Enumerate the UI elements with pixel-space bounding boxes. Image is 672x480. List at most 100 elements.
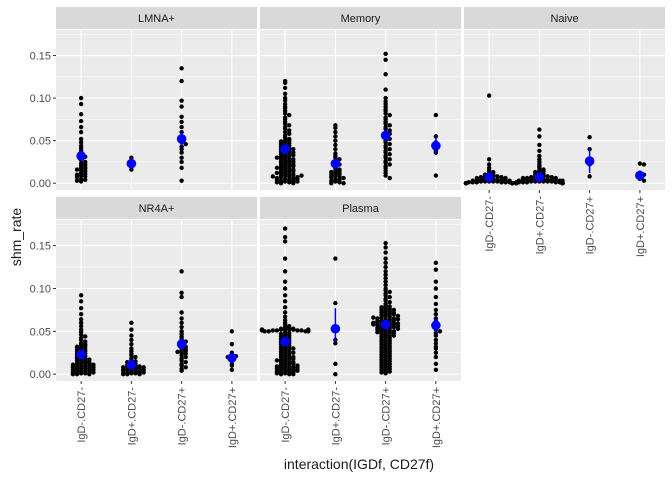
data-point — [179, 290, 184, 295]
data-point — [433, 173, 439, 178]
x-tick-label: IgD-.CD27- — [76, 387, 88, 443]
data-point — [78, 179, 84, 184]
data-point — [486, 157, 492, 162]
data-point — [179, 269, 184, 274]
data-point — [545, 174, 550, 179]
mean-point — [484, 172, 494, 183]
data-point — [383, 121, 388, 126]
mean-point — [584, 156, 595, 166]
data-point — [278, 180, 284, 186]
data-point — [306, 329, 311, 334]
data-point — [270, 174, 276, 179]
data-point — [179, 316, 184, 321]
data-point — [83, 334, 88, 339]
data-point — [266, 329, 271, 334]
data-point — [282, 234, 288, 240]
data-point — [74, 178, 80, 183]
data-point — [537, 153, 542, 159]
data-point — [387, 294, 392, 300]
data-point — [433, 294, 439, 300]
data-point — [87, 371, 92, 377]
data-point — [229, 367, 235, 373]
data-point — [387, 162, 392, 167]
data-point — [383, 240, 388, 246]
facet-strip-label: NR4A+ — [139, 203, 175, 215]
x-tick-label: IgD+.CD27- — [534, 196, 546, 255]
data-point — [179, 324, 184, 330]
data-point — [91, 370, 96, 375]
data-point — [129, 353, 134, 358]
data-point — [387, 157, 392, 162]
data-point — [433, 350, 439, 355]
data-point — [383, 95, 388, 101]
data-point — [499, 180, 504, 185]
data-point — [387, 314, 392, 319]
data-point — [78, 293, 84, 298]
data-point — [395, 313, 401, 319]
data-point — [383, 250, 388, 255]
data-point — [395, 317, 401, 322]
data-point — [287, 128, 292, 133]
y-tick-label: 0.00 — [30, 369, 51, 381]
data-point — [229, 363, 235, 368]
facet-strip-label: LMNA+ — [138, 13, 175, 25]
data-point — [291, 172, 296, 177]
data-point — [537, 148, 542, 154]
data-point — [129, 371, 134, 376]
data-point — [587, 174, 592, 179]
data-point — [179, 150, 184, 155]
facet-strip — [260, 7, 461, 29]
facet-nr4a: NR4A+ 0.00 0.05 0.10 0.15 IgD-.CD27- IgD+.CD27… — [30, 197, 257, 448]
data-point — [120, 371, 126, 377]
data-point — [333, 129, 338, 135]
data-point — [282, 179, 288, 184]
data-point — [383, 145, 388, 150]
data-point — [391, 324, 397, 330]
data-point — [337, 180, 342, 185]
data-point — [282, 310, 288, 315]
data-point — [383, 51, 388, 57]
data-point — [383, 269, 388, 274]
data-point — [282, 226, 288, 231]
y-tick-label: 0.05 — [30, 136, 51, 148]
panel-background — [56, 220, 257, 381]
mean-point — [176, 134, 187, 144]
mean-point — [227, 353, 237, 363]
y-tick-label: 0.10 — [30, 284, 51, 296]
data-point — [333, 179, 338, 184]
data-point — [333, 138, 338, 143]
data-point — [282, 111, 288, 116]
data-point — [560, 180, 565, 186]
data-point — [282, 286, 288, 291]
data-point — [383, 173, 388, 178]
data-point — [387, 300, 392, 305]
data-point — [291, 359, 296, 365]
x-tick-label: IgD+.CD27+ — [431, 387, 443, 448]
data-point — [478, 179, 484, 184]
data-point — [183, 359, 188, 365]
mean-point — [635, 170, 645, 181]
data-point — [383, 245, 388, 250]
data-point — [282, 371, 288, 376]
y-tick-label: 0.15 — [30, 51, 51, 63]
data-point — [291, 150, 296, 155]
data-point — [179, 119, 184, 125]
data-point — [175, 349, 180, 355]
data-point — [83, 174, 88, 179]
data-point — [383, 140, 388, 145]
data-point — [387, 128, 392, 133]
data-point — [299, 328, 304, 333]
data-point — [287, 112, 292, 118]
data-point — [437, 329, 443, 334]
y-axis-label: shm_rate — [8, 208, 24, 267]
data-point — [78, 332, 84, 337]
x-tick-label: IgD-.CD27+ — [177, 387, 189, 445]
data-point — [375, 329, 380, 335]
data-point — [641, 178, 647, 183]
data-point — [282, 98, 288, 103]
x-tick-label: IgD-.CD27- — [280, 387, 292, 443]
data-point — [333, 142, 338, 148]
data-point — [337, 174, 342, 179]
data-point — [383, 87, 388, 92]
